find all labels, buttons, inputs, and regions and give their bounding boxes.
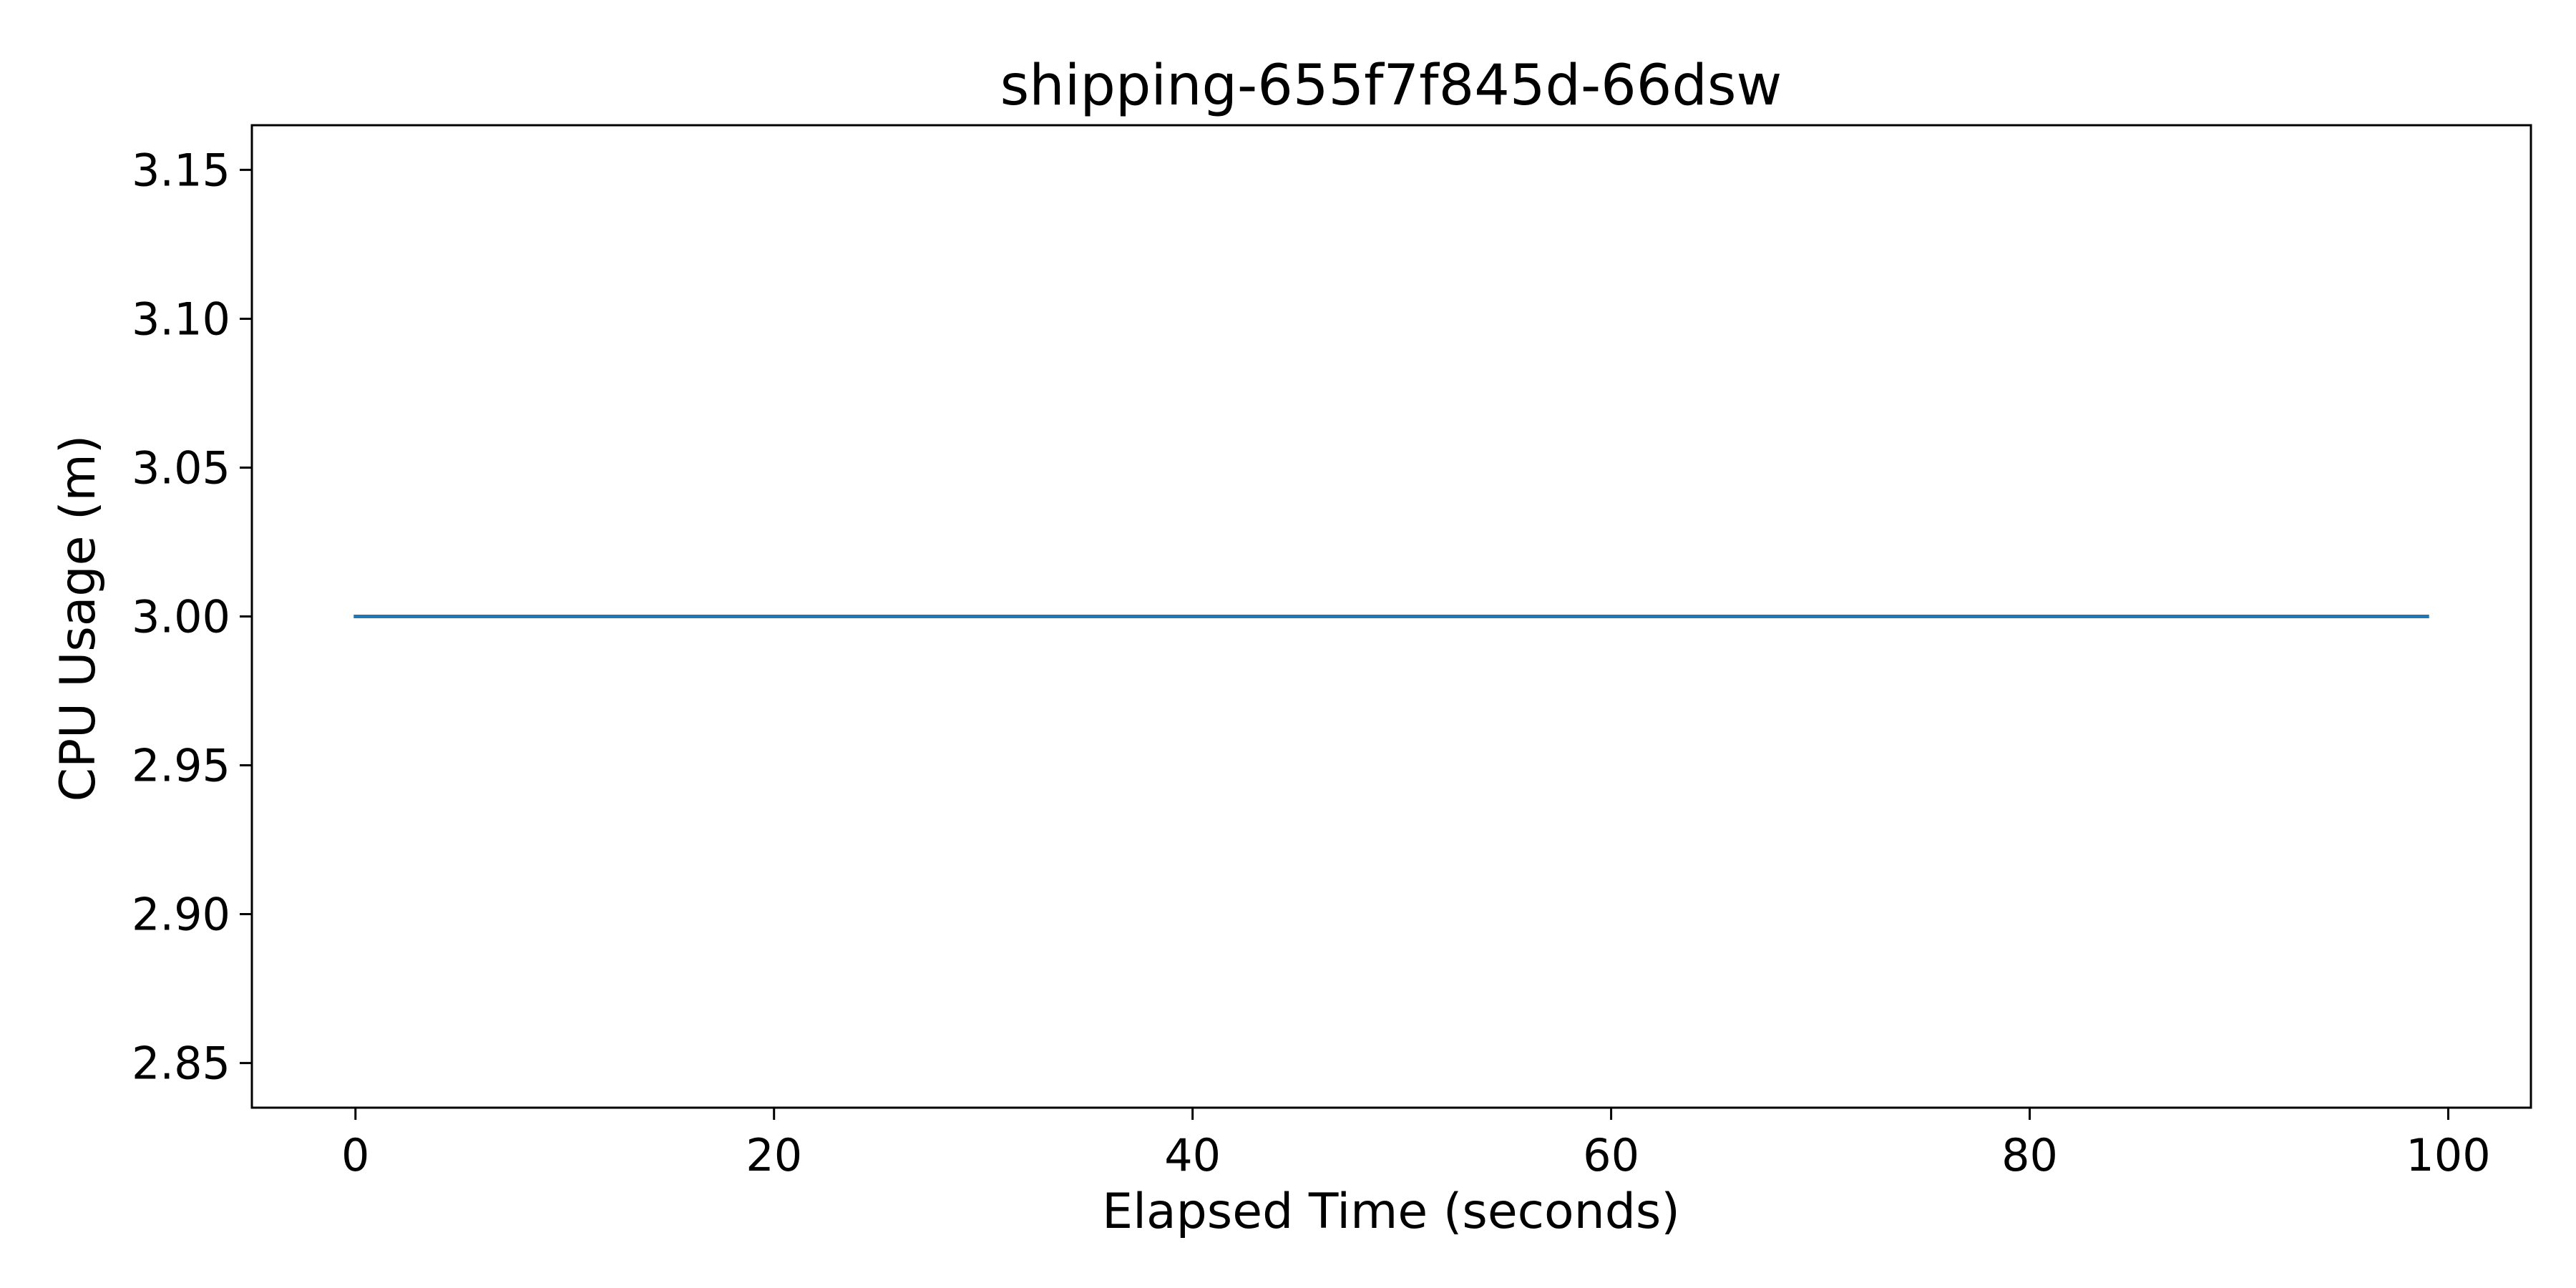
x-tick-label: 0: [341, 1129, 369, 1181]
x-axis-label: Elapsed Time (seconds): [1102, 1184, 1680, 1240]
y-tick-label: 2.90: [132, 889, 230, 941]
axes-frame: [250, 124, 2532, 1109]
y-axis-label: CPU Usage (m): [50, 435, 107, 802]
x-tick-label: 40: [1164, 1129, 1221, 1181]
y-tick-label: 3.15: [132, 144, 230, 196]
y-axis: 2.85 2.90 2.95 3.00 3.05 3.10 3.15: [132, 144, 252, 1090]
y-tick-label: 3.00: [132, 591, 230, 643]
x-tick-label: 60: [1583, 1129, 1639, 1181]
y-tick-label: 2.95: [132, 740, 230, 792]
y-tick-label: 2.85: [132, 1038, 230, 1090]
x-tick-label: 100: [2406, 1129, 2490, 1181]
x-tick-label: 80: [2001, 1129, 2058, 1181]
chart-title: shipping-655f7f845d-66dsw: [1000, 54, 1782, 118]
y-tick-label: 3.05: [132, 441, 230, 494]
y-tick-label: 3.10: [132, 293, 230, 345]
x-tick-label: 20: [746, 1129, 802, 1181]
x-axis: 0 20 40 60 80 100: [341, 1108, 2491, 1181]
